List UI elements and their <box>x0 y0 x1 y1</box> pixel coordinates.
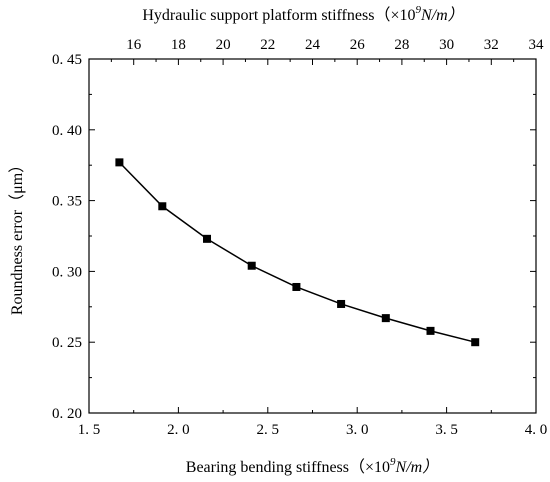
top-axis-title-sup: 9 <box>415 4 421 16</box>
y-tick-label: 0. 40 <box>52 123 82 139</box>
top-tick-label: 16 <box>126 37 142 53</box>
x-tick-label: 3. 5 <box>435 422 458 438</box>
data-point <box>115 158 124 167</box>
data-point <box>158 202 167 211</box>
plot-frame <box>88 58 537 414</box>
data-point <box>292 282 301 291</box>
data-point <box>471 338 480 347</box>
x-tick-label: 3. 0 <box>346 422 369 438</box>
x-tick-label: 1. 5 <box>78 422 101 438</box>
top-tick-label: 32 <box>484 37 499 53</box>
y-tick-label: 0. 25 <box>52 335 82 351</box>
y-tick-label: 0. 30 <box>52 264 82 280</box>
top-tick-label: 34 <box>529 37 545 53</box>
series <box>115 158 480 347</box>
x-axis-title-sup: 9 <box>390 456 396 468</box>
top-tick-label: 24 <box>305 37 321 53</box>
top-tick-label: 18 <box>171 37 186 53</box>
x-axis-title: Bearing bending stiffness（×109N/m） <box>186 456 438 476</box>
y-axis-title: Roundness error（μm） <box>8 157 26 315</box>
x-tick-label: 2. 0 <box>167 422 190 438</box>
data-point <box>247 261 256 270</box>
top-tick-label: 26 <box>350 37 366 53</box>
data-point <box>381 314 390 323</box>
top-tick-label: 22 <box>260 37 275 53</box>
data-point <box>337 299 346 308</box>
x-tick-label: 2. 5 <box>257 422 280 438</box>
top-axis-title-unit: N/m） <box>420 6 464 24</box>
top-tick-label: 20 <box>216 37 231 53</box>
y-tick-label: 0. 20 <box>52 406 82 422</box>
top-tick-label: 28 <box>394 37 409 53</box>
x-axis-title-unit: N/m） <box>395 458 439 476</box>
data-point <box>203 234 212 243</box>
y-tick-label: 0. 45 <box>52 52 82 68</box>
top-tick-label: 30 <box>439 37 454 53</box>
y-tick-label: 0. 35 <box>52 194 82 210</box>
ticks: 1. 5 2. 0 2. 5 3. 0 3. 5 4. 0 16 18 20 22 24 26 28 30… <box>52 37 547 438</box>
data-point <box>426 326 435 335</box>
series-line <box>118 161 476 343</box>
top-axis-title: Hydraulic support platform stiffness（×10… <box>142 4 463 24</box>
x-tick-label: 4. 0 <box>525 422 548 438</box>
